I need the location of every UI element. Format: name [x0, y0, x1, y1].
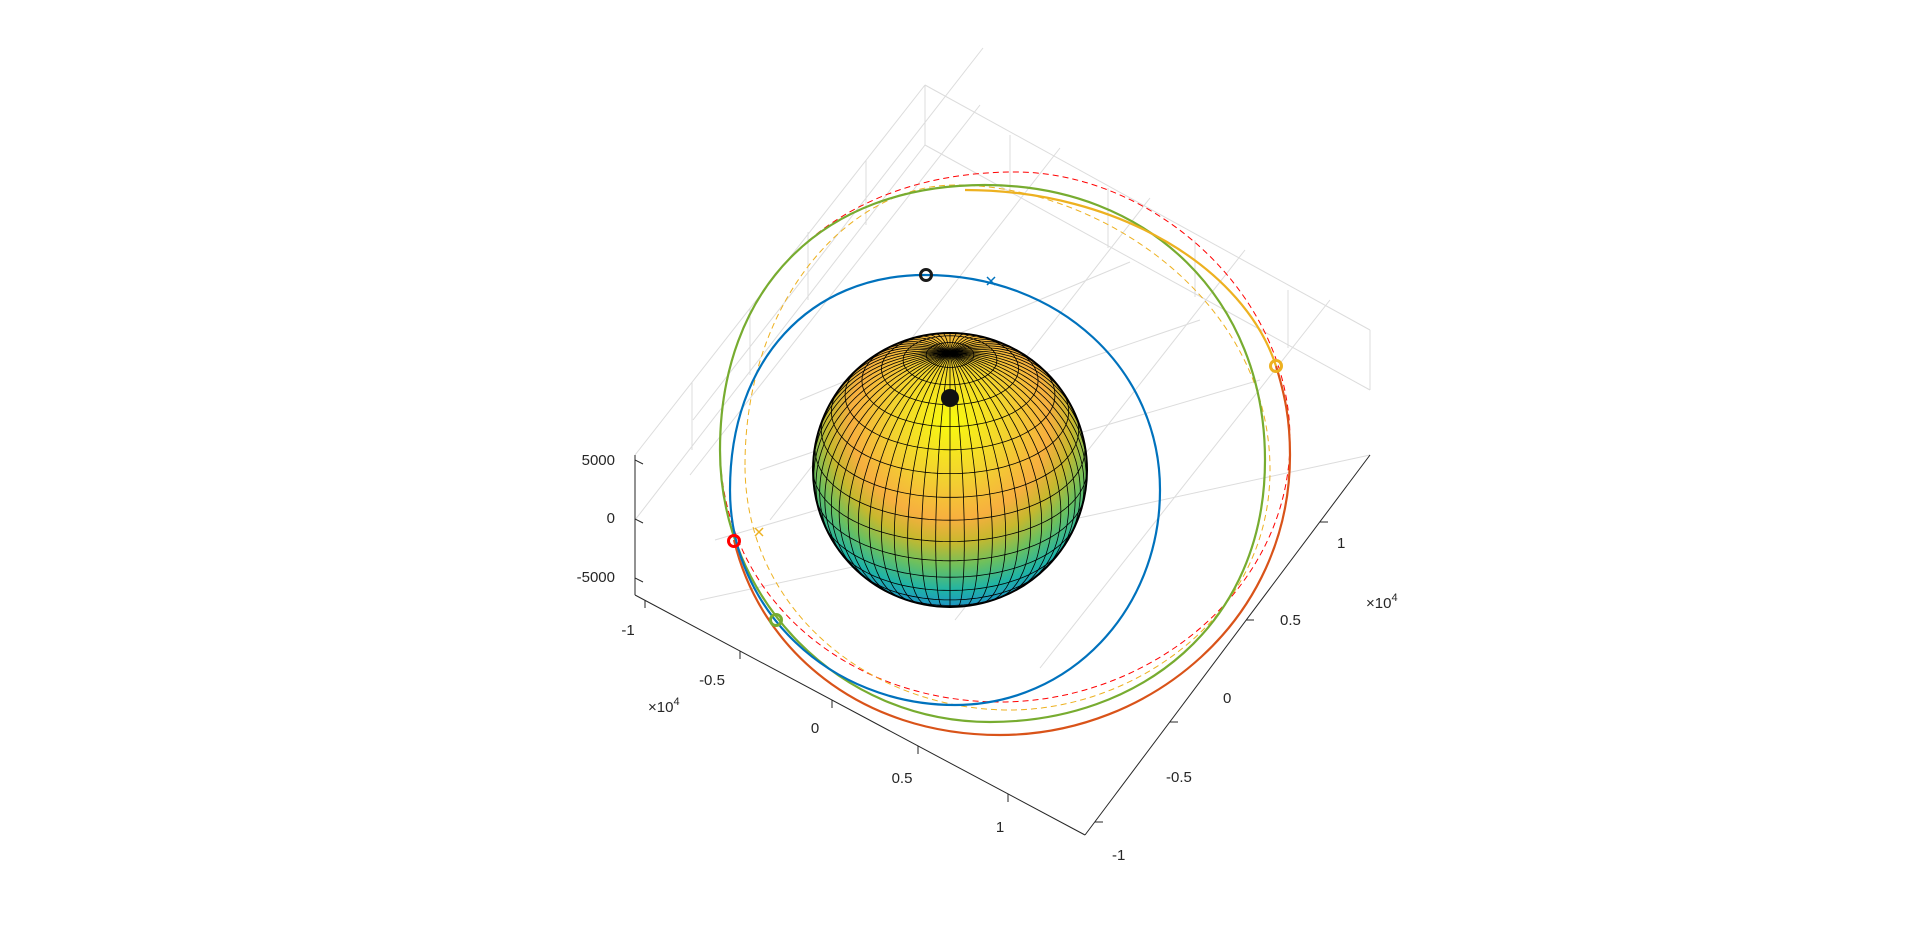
earth-meridian: [949, 352, 1087, 496]
earth-meridian: [907, 352, 951, 606]
z-tick-label: 5000: [582, 452, 615, 469]
x-axis-line: [634, 594, 1086, 836]
earth-meridian: [950, 352, 1087, 470]
earth-sphere: [812, 332, 1088, 608]
inner-orbit: [728, 273, 1162, 707]
x-tick-label: 0: [811, 720, 819, 737]
x-multiplier: ×104: [648, 696, 680, 716]
earth-meridian: [833, 350, 951, 398]
earth-meridian: [823, 351, 951, 418]
earth-meridian: [935, 333, 951, 354]
earth-meridian: [815, 352, 951, 521]
earth-meridian: [892, 341, 951, 354]
earth-meridian: [911, 337, 951, 354]
z-tick-label: -5000: [577, 569, 615, 586]
earth-meridian: [949, 352, 1043, 594]
earth-meridian: [857, 352, 951, 594]
earth-meridian: [949, 333, 958, 354]
earth-meridian: [893, 352, 951, 604]
earth-meridian: [881, 343, 951, 354]
earth-meridian: [831, 352, 951, 572]
earth-meridian: [813, 352, 950, 470]
yellow-cross-marker: [754, 527, 764, 537]
x-tick-labels: -1 -0.5 0 0.5 1: [621, 622, 1004, 836]
earth-meridian: [921, 353, 951, 607]
earth-meridian: [949, 337, 989, 354]
earth-meridian: [949, 352, 1062, 582]
earth-meridian: [819, 352, 951, 541]
earth-meridian: [927, 334, 951, 354]
earth-meridian: [949, 352, 1085, 521]
earth-meridian: [859, 347, 951, 368]
earth-meridian: [949, 352, 1019, 602]
yellow-arc: [964, 188, 1278, 367]
x-tick-label: 1: [996, 819, 1004, 836]
earth-meridian: [949, 341, 1008, 354]
y-axis-line: [1084, 454, 1371, 836]
y-multiplier: ×104: [1366, 592, 1398, 612]
earth-meridian: [815, 352, 951, 442]
earth-meridian: [949, 352, 1007, 604]
earth-meridian: [824, 352, 951, 559]
earth-pole: [941, 389, 959, 407]
earth-meridian: [949, 352, 1031, 599]
earth-meridian: [949, 333, 965, 354]
earth-meridian: [949, 352, 1053, 589]
earth-meridian: [949, 334, 973, 354]
yellow-circle-marker: [1269, 359, 1283, 373]
earth-meridian: [949, 352, 1081, 541]
earth-meridian: [949, 335, 981, 354]
x-tick-label: 0.5: [892, 770, 913, 787]
earth-meridian: [846, 349, 951, 381]
earth-meridian: [949, 352, 993, 606]
earth-meridian: [949, 352, 1076, 559]
start-marker: [919, 268, 933, 282]
earth-meridian: [881, 352, 951, 602]
markers: [727, 268, 1283, 627]
earth-meridian: [902, 339, 951, 354]
earth-meridian: [949, 352, 1069, 572]
yellow-dashed-orbit: [744, 184, 1271, 711]
green-circle-marker: [769, 613, 783, 627]
earth-meridian: [949, 349, 1054, 381]
blue-cross-marker: [986, 276, 996, 286]
z-tick-label: 0: [607, 510, 615, 527]
earth-meridian: [942, 333, 951, 354]
x-tick-label: -1: [621, 622, 634, 639]
earth-meridian: [949, 339, 998, 354]
earth-meridian: [949, 352, 1085, 442]
earth-meridian: [847, 352, 951, 589]
y-tick-label: 0.5: [1280, 612, 1301, 629]
y-tick-label: 1: [1337, 535, 1345, 552]
z-tick-labels: 5000 0 -5000: [577, 452, 615, 586]
earth-meridian: [949, 351, 1077, 418]
axes-lines: [634, 454, 1371, 836]
y-tick-labels: -1 -0.5 0 0.5 1: [1112, 535, 1345, 864]
y-tick-label: -0.5: [1166, 769, 1192, 786]
earth-meridian: [949, 343, 1019, 354]
y-tick-label: 0: [1223, 690, 1231, 707]
transfer-orbit: [732, 365, 1292, 737]
earth-meridian: [949, 345, 1029, 359]
x-tick-label: -0.5: [699, 672, 725, 689]
earth-meridian: [949, 353, 979, 607]
red-circle-marker: [727, 534, 741, 548]
orbits: [718, 171, 1292, 737]
earth-meridian: [813, 352, 951, 496]
earth-meridian: [869, 352, 951, 599]
earth-meridian: [919, 335, 951, 354]
earth-meridian: [949, 350, 1067, 398]
earth-meridian: [871, 345, 951, 359]
tick-marks: [634, 459, 1328, 823]
green-orbit: [718, 183, 1267, 724]
earth-meridian: [949, 347, 1041, 368]
earth-meridian: [838, 352, 951, 582]
y-tick-label: -1: [1112, 847, 1125, 864]
